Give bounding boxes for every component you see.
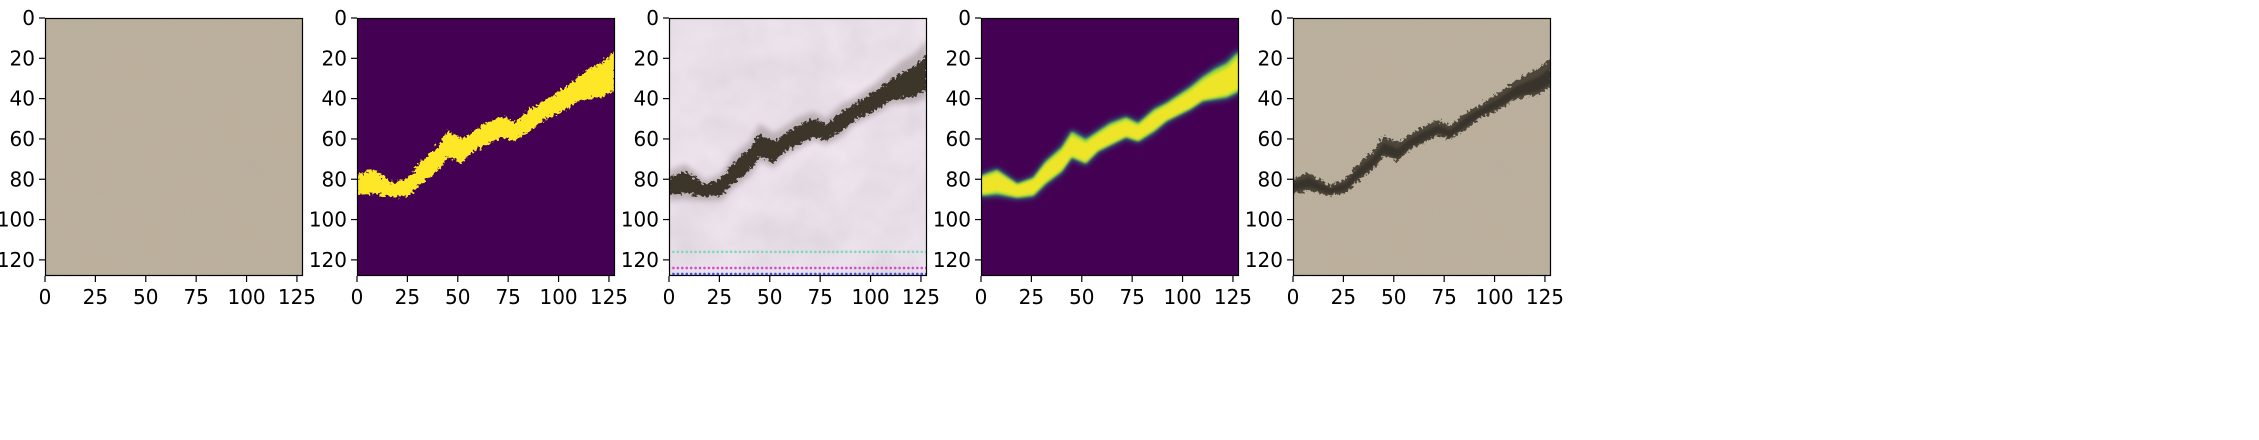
- y-tick-label: 0: [958, 6, 971, 30]
- x-tick-label: 25: [1019, 285, 1044, 309]
- x-tick-label: 75: [1431, 285, 1456, 309]
- y-tick-label: 80: [1258, 167, 1283, 191]
- y-tick-label: 100: [1245, 208, 1283, 232]
- y-tick-label: 60: [1258, 127, 1283, 151]
- y-tick-label: 20: [1258, 46, 1283, 70]
- x-tick-label: 50: [445, 285, 470, 309]
- axes-frame: [356, 17, 616, 277]
- y-tick-label: 40: [1258, 87, 1283, 111]
- y-tick-label: 60: [10, 127, 35, 151]
- y-tick-label: 40: [10, 87, 35, 111]
- y-tick-label: 0: [334, 6, 347, 30]
- crack-mask-region: [357, 50, 615, 198]
- y-tick-label: 40: [946, 87, 971, 111]
- y-tick-label: 100: [309, 208, 347, 232]
- x-tick-label: 50: [757, 285, 782, 309]
- panel-2: 0 25 50 75 100 125 0 20 40 60 80 100 120: [309, 6, 628, 309]
- x-tick-label: 100: [1475, 285, 1513, 309]
- x-tick-label: 50: [1381, 285, 1406, 309]
- y-tick-label: 20: [322, 46, 347, 70]
- x-tick-label: 50: [133, 285, 158, 309]
- y-tick-label: 20: [634, 46, 659, 70]
- axes-frame: [44, 17, 304, 277]
- crack-shape: [1293, 57, 1551, 196]
- x-tick-label: 125: [590, 285, 628, 309]
- y-tick-label: 60: [946, 127, 971, 151]
- y-tick-label: 100: [0, 208, 35, 232]
- crack-shape: [669, 54, 927, 198]
- y-tick-label: 80: [634, 167, 659, 191]
- x-tick-label: 50: [1069, 285, 1094, 309]
- x-tick-label: 125: [1214, 285, 1252, 309]
- y-tick-label: 120: [621, 248, 659, 272]
- x-tick-label: 25: [1331, 285, 1356, 309]
- panel-5: 0 25 50 75 100 125 0 20 40 60 80 100 120: [1245, 6, 1564, 309]
- binary-crack-mask: [357, 18, 615, 276]
- x-tick-label: 75: [1119, 285, 1144, 309]
- axes-frame: [1292, 17, 1552, 277]
- y-tick-label: 40: [634, 87, 659, 111]
- x-tick-label: 100: [539, 285, 577, 309]
- y-tick-label: 0: [22, 6, 35, 30]
- x-tick-label: 75: [495, 285, 520, 309]
- x-tick-label: 0: [663, 285, 676, 309]
- y-tick-label: 100: [621, 208, 659, 232]
- x-tick-label: 125: [1526, 285, 1564, 309]
- y-tick-label: 120: [1245, 248, 1283, 272]
- x-tick-label: 0: [351, 285, 364, 309]
- axes-frame: [668, 17, 928, 277]
- y-tick-label: 80: [946, 167, 971, 191]
- crack-mask-region: [981, 57, 1239, 197]
- y-tick-label: 0: [1270, 6, 1283, 30]
- panel-4: 0 25 50 75 100 125 0 20 40 60 80 100 120: [933, 6, 1252, 309]
- axes-frame: [980, 17, 1240, 277]
- soft-crack-mask: [981, 18, 1239, 276]
- y-tick-label: 60: [634, 127, 659, 151]
- concrete-texture-image: [45, 18, 303, 276]
- x-tick-label: 0: [975, 285, 988, 309]
- x-tick-label: 100: [227, 285, 265, 309]
- x-tick-label: 100: [851, 285, 889, 309]
- y-tick-label: 40: [322, 87, 347, 111]
- y-tick-label: 20: [10, 46, 35, 70]
- x-tick-label: 0: [39, 285, 52, 309]
- x-tick-label: 25: [395, 285, 420, 309]
- y-tick-label: 120: [0, 248, 35, 272]
- composited-crack-image: [1293, 18, 1551, 276]
- y-tick-label: 80: [322, 167, 347, 191]
- x-tick-label: 75: [807, 285, 832, 309]
- y-tick-label: 60: [322, 127, 347, 151]
- x-tick-label: 100: [1163, 285, 1201, 309]
- x-tick-label: 25: [707, 285, 732, 309]
- x-tick-label: 25: [83, 285, 108, 309]
- y-tick-label: 20: [946, 46, 971, 70]
- x-tick-label: 125: [902, 285, 940, 309]
- y-tick-label: 100: [933, 208, 971, 232]
- panel-1: 0 25 50 75 100 125 0 20 40 60 80 100 120: [0, 6, 316, 309]
- y-tick-label: 0: [646, 6, 659, 30]
- y-tick-label: 120: [309, 248, 347, 272]
- y-tick-label: 120: [933, 248, 971, 272]
- x-tick-label: 125: [278, 285, 316, 309]
- panel-3: 0 25 50 75 100 125 0 20 40 60 80 100 120: [621, 6, 940, 309]
- x-tick-label: 0: [1287, 285, 1300, 309]
- synthesized-crack-image: [669, 18, 927, 276]
- y-tick-label: 80: [10, 167, 35, 191]
- x-tick-label: 75: [183, 285, 208, 309]
